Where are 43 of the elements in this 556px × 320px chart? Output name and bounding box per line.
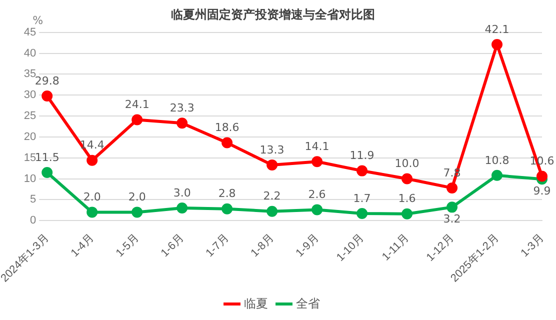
y-tick-label: 45 <box>24 26 36 38</box>
x-tick-label: 1-3月 <box>518 232 546 260</box>
data-label: 2.0 <box>83 190 101 204</box>
y-tick-label: 30 <box>24 89 36 102</box>
data-label: 3.2 <box>443 212 461 226</box>
x-tick-label: 1-9月 <box>294 232 322 260</box>
data-label: 23.3 <box>170 101 194 114</box>
x-tick-label: 1-5月 <box>114 232 142 260</box>
data-label: 29.8 <box>34 74 60 88</box>
legend-label: 临夏 <box>244 296 268 310</box>
y-tick-label: 5 <box>30 194 36 206</box>
data-label: 11.9 <box>350 149 374 162</box>
x-tick-label: 1-7月 <box>204 232 232 260</box>
chart-title: 临夏州固定资产投资增速与全省对比图 <box>171 8 375 22</box>
data-label: 2.6 <box>308 188 326 202</box>
data-label: 18.6 <box>214 121 240 134</box>
y-tick-label: 0 <box>30 214 36 227</box>
y-tick-label: 40 <box>24 47 36 60</box>
data-label: 2.8 <box>218 187 236 200</box>
data-label: 3.0 <box>173 186 191 200</box>
data-label: 9.9 <box>533 184 551 198</box>
y-axis-title: % <box>32 14 44 27</box>
data-label: 2.0 <box>128 190 146 204</box>
x-tick-label: 1-11月 <box>380 232 412 264</box>
data-label: 10.8 <box>484 154 510 167</box>
x-tick-label: 1-4月 <box>68 232 96 260</box>
data-label: 14.1 <box>304 140 330 153</box>
data-label: 24.1 <box>124 98 150 112</box>
data-label: 1.6 <box>398 192 416 206</box>
data-label: 11.5 <box>34 150 60 164</box>
y-tick-label: 10 <box>24 172 36 185</box>
data-label: 10.0 <box>394 157 420 170</box>
data-label: 2.2 <box>263 190 281 203</box>
y-tick-label: 25 <box>24 110 36 122</box>
y-tick-label: 15 <box>24 152 36 164</box>
data-label: 42.1 <box>484 22 510 36</box>
y-tick-label: 20 <box>24 130 36 143</box>
legend-label: 全省 <box>296 296 320 310</box>
data-label: 13.3 <box>260 143 284 156</box>
x-tick-label: 1-8月 <box>248 232 276 260</box>
y-tick-label: 35 <box>24 68 36 80</box>
x-tick-label: 1-6月 <box>158 232 186 260</box>
data-label: 1.7 <box>353 192 371 205</box>
